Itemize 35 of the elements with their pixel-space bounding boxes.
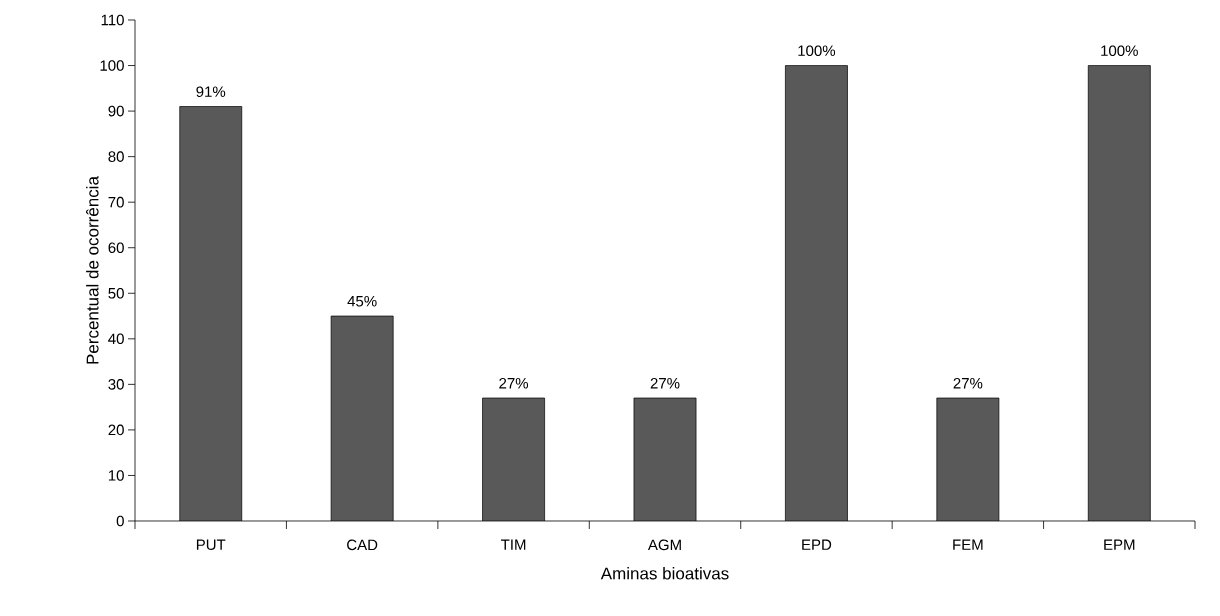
y-tick-label: 40	[108, 333, 124, 345]
y-tick-label: 60	[108, 242, 124, 254]
y-tick-label: 0	[116, 515, 124, 527]
x-tick-label: FEM	[953, 539, 983, 550]
bar	[1087, 65, 1151, 521]
y-tick-label: 110	[101, 14, 124, 26]
y-tick-label: 90	[108, 105, 124, 117]
x-tick-label: CAD	[347, 539, 378, 551]
x-tick-label: AGM	[647, 539, 681, 551]
bar	[633, 397, 697, 521]
data-label: 27%	[499, 377, 529, 389]
y-axis-title: Percentual de ocorrência	[86, 176, 99, 364]
data-label: 27%	[953, 377, 983, 389]
bar	[482, 397, 545, 521]
bar	[179, 106, 243, 521]
y-tick-label: 50	[108, 287, 124, 299]
y-tick-label: 30	[108, 379, 124, 390]
x-tick-label: EPD	[802, 539, 832, 550]
y-tick-label: 100	[100, 60, 124, 71]
y-tick-label: 80	[108, 151, 124, 162]
x-tick-label: TIM	[501, 539, 526, 550]
y-tick-label: 70	[108, 196, 124, 208]
y-tick-label: 20	[108, 424, 124, 436]
bar	[936, 397, 1000, 521]
data-label: 100%	[1101, 45, 1138, 56]
data-label: 45%	[347, 295, 377, 307]
x-tick-label: PUT	[196, 539, 226, 550]
data-label: 91%	[196, 86, 226, 97]
data-label: 100%	[798, 45, 836, 56]
x-axis-title: Aminas bioativas	[600, 567, 729, 580]
data-label: 27%	[650, 377, 680, 389]
bar	[330, 315, 394, 521]
x-tick-label: EPM	[1104, 539, 1135, 550]
y-tick-label: 10	[108, 470, 124, 481]
bar	[785, 65, 848, 521]
